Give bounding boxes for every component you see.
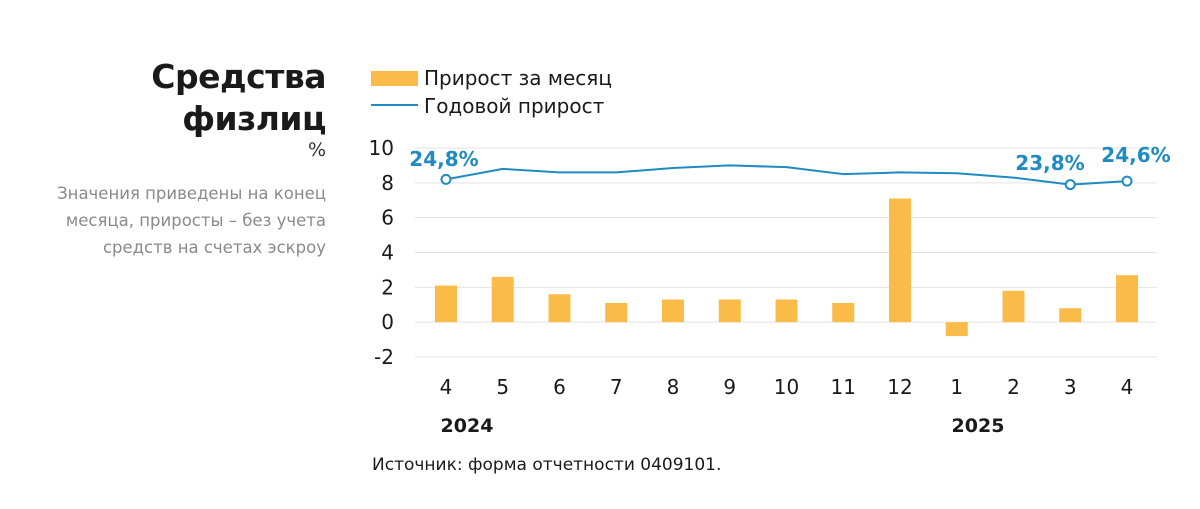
bar (605, 303, 628, 323)
x-tick-label: 9 (723, 375, 736, 399)
x-tick-label: 1 (950, 375, 963, 399)
year-label: 2025 (952, 415, 1005, 437)
x-tick-label: 12 (887, 375, 912, 399)
y-tick-label: -2 (374, 345, 394, 369)
x-tick-label: 7 (610, 375, 623, 399)
bar (1116, 275, 1138, 323)
y-tick-label: 8 (381, 171, 394, 195)
bar (435, 285, 457, 323)
bar (889, 198, 911, 323)
bar (1002, 290, 1025, 323)
x-tick-label: 10 (774, 375, 799, 399)
bar (718, 299, 741, 323)
unit-label: % (307, 139, 326, 161)
note-line-2: месяца, приросты – без учета (65, 211, 326, 230)
title-line-1: Средства (151, 57, 326, 96)
x-tick-label: 5 (496, 375, 509, 399)
x-tick-label: 6 (553, 375, 566, 399)
x-tick-label: 3 (1064, 375, 1077, 399)
source-note: Источник: форма отчетности 0409101. (372, 455, 722, 475)
line-point (440, 173, 452, 185)
note-line-3: средств на счетах эскроу (102, 238, 326, 257)
line-annotation: 24,8% (409, 147, 478, 171)
note-line-1: Значения приведены на конец (57, 184, 326, 203)
x-tick-label: 2 (1007, 375, 1020, 399)
annual-growth-line (445, 164, 1128, 186)
year-label: 2024 (441, 415, 494, 437)
legend-label-line: Годовой прирост (424, 94, 605, 118)
bar (775, 299, 798, 323)
y-tick-label: 10 (369, 136, 394, 160)
legend-swatch-bar (371, 71, 418, 86)
line-annotation: 24,6% (1101, 143, 1170, 167)
x-tick-label: 4 (440, 375, 453, 399)
bar (1059, 308, 1082, 323)
y-tick-label: 4 (381, 241, 394, 265)
line-annotation: 23,8% (1015, 151, 1084, 175)
chart-note: Значения приведены на конец месяца, прир… (6, 180, 326, 261)
bar (945, 322, 968, 337)
bar (491, 276, 514, 323)
title-line-2: физлиц (182, 99, 326, 138)
bar (832, 303, 855, 323)
y-tick-label: 2 (381, 275, 394, 299)
x-tick-label: 8 (667, 375, 680, 399)
legend-label-bar: Прирост за месяц (424, 66, 612, 90)
y-tick-label: 0 (381, 310, 394, 334)
line-point (1121, 175, 1133, 187)
y-tick-label: 6 (381, 206, 394, 230)
bar (548, 294, 571, 323)
bar (662, 299, 684, 323)
x-tick-label: 4 (1121, 375, 1134, 399)
line-point (1064, 179, 1076, 191)
x-tick-label: 11 (831, 375, 856, 399)
chart-title: Средства физлиц (26, 56, 326, 140)
